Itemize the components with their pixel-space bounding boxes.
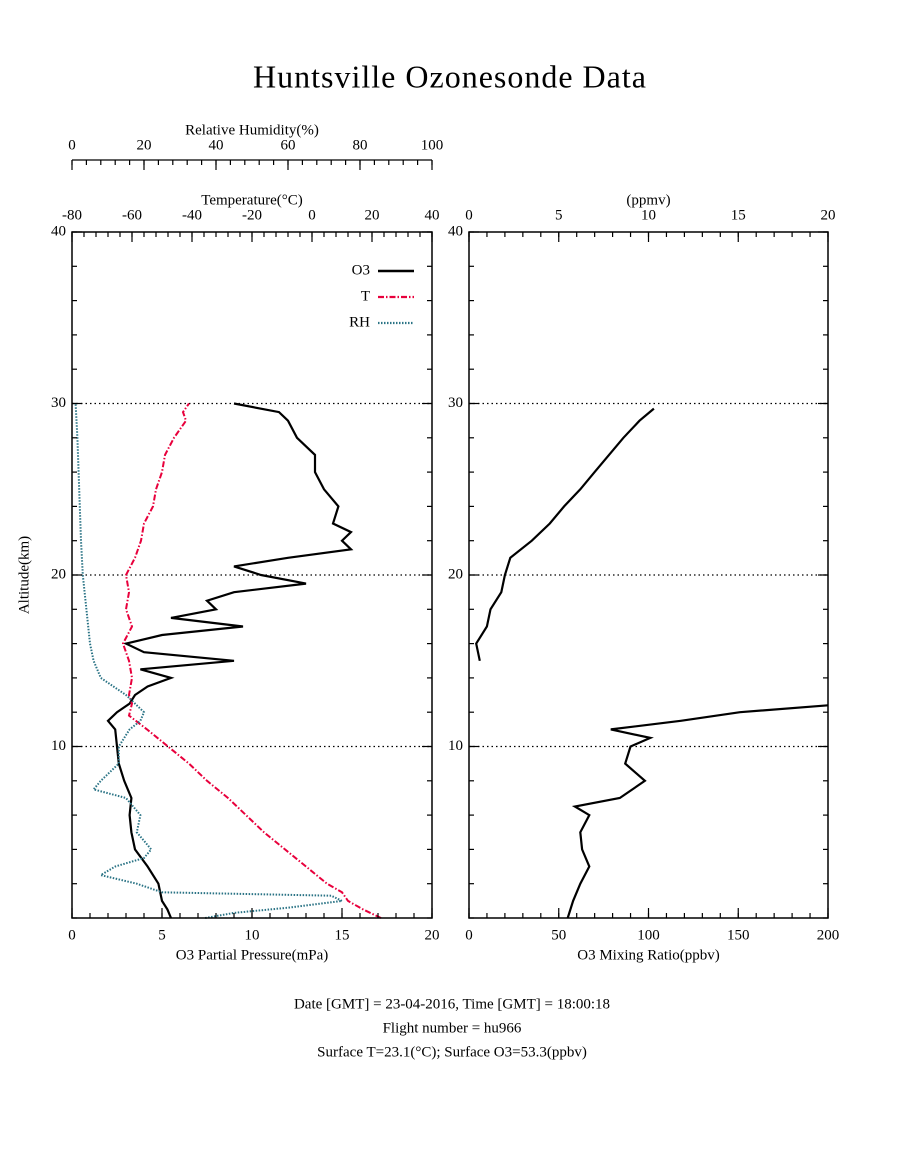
y-axis-label: Altitude(km): [16, 536, 32, 614]
x-tick-label: 15: [335, 927, 350, 943]
y-tick-label: 40: [448, 223, 463, 239]
x2-tick-label: -20: [242, 207, 262, 223]
footer-line: Surface T=23.1(°C); Surface O3=53.3(ppbv…: [317, 1044, 587, 1060]
profile-line: [121, 402, 382, 919]
x3-tick-label: 100: [421, 137, 444, 153]
x-tick-label: 100: [637, 927, 660, 943]
legend-label: O3: [352, 262, 370, 278]
x3-tick-label: 0: [68, 137, 76, 153]
profile-line: [475, 407, 655, 662]
x-axis-label: O3 Partial Pressure(mPa): [176, 947, 328, 963]
y-tick-label: 30: [448, 395, 463, 411]
x-tick-label: 50: [551, 927, 566, 943]
x2-axis-label: (ppmv): [626, 192, 670, 208]
y-tick-label: 20: [51, 566, 66, 582]
x2-tick-label: -40: [182, 207, 202, 223]
y-tick-label: 10: [448, 738, 463, 754]
y-tick-label: 40: [51, 223, 66, 239]
x3-axis-label: Relative Humidity(%): [185, 122, 319, 138]
x2-tick-label: 10: [641, 207, 656, 223]
legend-label: RH: [349, 314, 370, 330]
y-tick-label: 30: [51, 395, 66, 411]
x2-tick-label: -60: [122, 207, 142, 223]
x2-tick-label: 20: [365, 207, 380, 223]
x3-tick-label: 40: [209, 137, 224, 153]
x-tick-label: 10: [245, 927, 260, 943]
x-tick-label: 20: [425, 927, 440, 943]
x3-tick-label: 20: [137, 137, 152, 153]
x2-tick-label: 0: [465, 207, 473, 223]
x3-tick-label: 80: [353, 137, 368, 153]
x2-tick-label: -80: [62, 207, 82, 223]
x2-tick-label: 20: [821, 207, 836, 223]
x-tick-label: 5: [158, 927, 166, 943]
profile-line: [106, 402, 354, 919]
x2-tick-label: 15: [731, 207, 746, 223]
x2-tick-label: 0: [308, 207, 316, 223]
x2-axis-label: Temperature(°C): [201, 192, 303, 208]
footer-line: Flight number = hu966: [383, 1020, 522, 1036]
x-axis-label: O3 Mixing Ratio(ppbv): [577, 947, 720, 963]
figure-title: Huntsville Ozonesonde Data: [253, 58, 647, 94]
plot-frame: [468, 231, 829, 919]
profile-line: [566, 704, 829, 919]
x2-tick-label: 40: [425, 207, 440, 223]
x2-tick-label: 5: [555, 207, 563, 223]
x3-tick-label: 60: [281, 137, 296, 153]
profile-line: [74, 403, 346, 919]
x-tick-label: 150: [727, 927, 750, 943]
x-tick-label: 0: [465, 927, 473, 943]
x-tick-label: 200: [817, 927, 840, 943]
y-tick-label: 20: [448, 566, 463, 582]
footer-line: Date [GMT] = 23-04-2016, Time [GMT] = 18…: [294, 996, 610, 1012]
legend-label: T: [361, 288, 370, 304]
x-tick-label: 0: [68, 927, 76, 943]
y-tick-label: 10: [51, 738, 66, 754]
